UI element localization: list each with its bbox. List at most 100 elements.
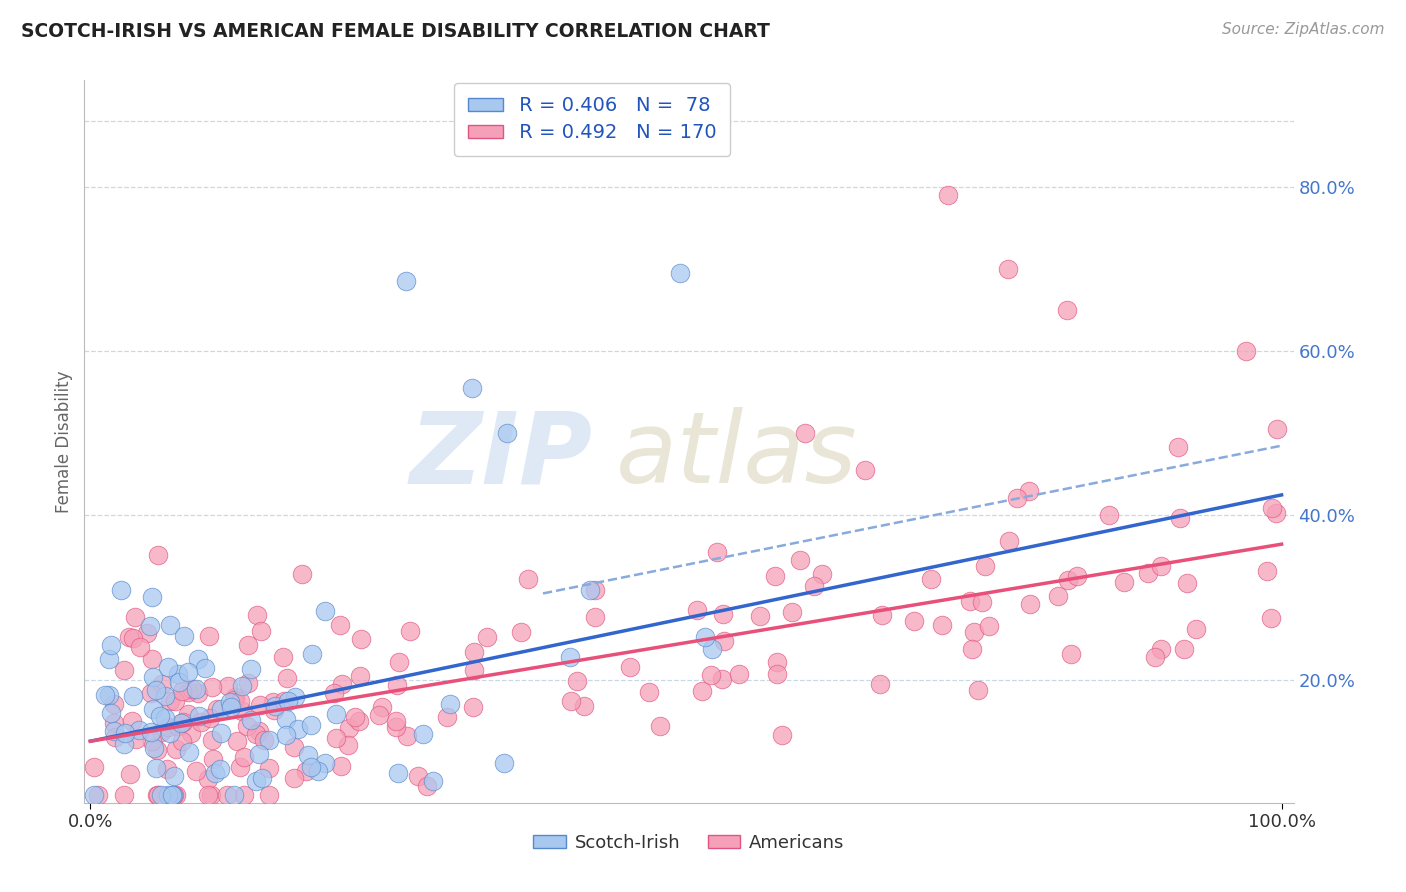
- Point: [247, 724, 270, 739]
- Point: [205, 702, 228, 716]
- Point: [156, 763, 179, 777]
- Point: [177, 665, 200, 679]
- Point: [274, 712, 297, 726]
- Point: [287, 723, 309, 737]
- Point: [129, 640, 152, 654]
- Point: [517, 572, 540, 586]
- Point: [208, 762, 231, 776]
- Point: [141, 685, 163, 699]
- Point: [388, 655, 411, 669]
- Point: [125, 732, 148, 747]
- Point: [510, 625, 533, 640]
- Point: [1136, 566, 1159, 580]
- Point: [263, 703, 285, 717]
- Point: [583, 583, 606, 598]
- Point: [103, 697, 125, 711]
- Point: [104, 730, 127, 744]
- Point: [271, 649, 294, 664]
- Point: [869, 677, 891, 691]
- Point: [1060, 647, 1083, 661]
- Point: [128, 723, 150, 738]
- Point: [209, 726, 232, 740]
- Point: [200, 788, 222, 802]
- Point: [367, 707, 389, 722]
- Point: [638, 685, 661, 699]
- Text: Source: ZipAtlas.com: Source: ZipAtlas.com: [1222, 22, 1385, 37]
- Point: [970, 595, 993, 609]
- Point: [412, 727, 434, 741]
- Point: [803, 579, 825, 593]
- Point: [159, 618, 181, 632]
- Point: [494, 756, 516, 770]
- Point: [770, 728, 793, 742]
- Point: [710, 672, 733, 686]
- Point: [170, 716, 193, 731]
- Point: [337, 738, 360, 752]
- Point: [222, 788, 245, 802]
- Point: [149, 788, 172, 802]
- Point: [1018, 484, 1040, 499]
- Point: [170, 734, 193, 748]
- Point: [100, 638, 122, 652]
- Point: [159, 726, 181, 740]
- Point: [118, 630, 141, 644]
- Point: [811, 567, 834, 582]
- Point: [157, 659, 180, 673]
- Point: [1150, 558, 1173, 573]
- Point: [460, 381, 482, 395]
- Point: [1066, 569, 1088, 583]
- Point: [231, 704, 253, 718]
- Point: [307, 764, 329, 778]
- Point: [188, 709, 211, 723]
- Point: [314, 756, 336, 770]
- Point: [165, 742, 187, 756]
- Point: [962, 641, 984, 656]
- Point: [496, 426, 519, 441]
- Point: [122, 632, 145, 646]
- Point: [1261, 501, 1284, 516]
- Point: [224, 693, 246, 707]
- Point: [142, 670, 165, 684]
- Point: [436, 710, 458, 724]
- Point: [253, 733, 276, 747]
- Point: [1167, 440, 1189, 454]
- Point: [463, 645, 485, 659]
- Point: [728, 667, 751, 681]
- Point: [560, 694, 582, 708]
- Point: [200, 711, 222, 725]
- Point: [202, 752, 225, 766]
- Point: [165, 788, 187, 802]
- Text: atlas: atlas: [616, 408, 858, 505]
- Point: [690, 684, 713, 698]
- Point: [329, 618, 352, 632]
- Point: [224, 690, 246, 704]
- Point: [83, 760, 105, 774]
- Point: [100, 706, 122, 720]
- Point: [184, 764, 207, 779]
- Y-axis label: Female Disability: Female Disability: [55, 370, 73, 513]
- Point: [973, 558, 995, 573]
- Point: [153, 711, 176, 725]
- Point: [650, 718, 672, 732]
- Point: [162, 788, 184, 802]
- Point: [1114, 574, 1136, 589]
- Point: [176, 707, 198, 722]
- Point: [297, 748, 319, 763]
- Point: [579, 582, 602, 597]
- Point: [163, 769, 186, 783]
- Point: [146, 548, 169, 562]
- Point: [247, 747, 270, 762]
- Point: [700, 668, 723, 682]
- Point: [103, 724, 125, 739]
- Point: [979, 618, 1001, 632]
- Point: [235, 719, 257, 733]
- Point: [229, 760, 252, 774]
- Point: [276, 729, 298, 743]
- Point: [997, 262, 1019, 277]
- Point: [264, 699, 287, 714]
- Point: [325, 731, 347, 745]
- Point: [246, 607, 269, 622]
- Point: [180, 682, 202, 697]
- Point: [249, 624, 271, 638]
- Point: [124, 609, 146, 624]
